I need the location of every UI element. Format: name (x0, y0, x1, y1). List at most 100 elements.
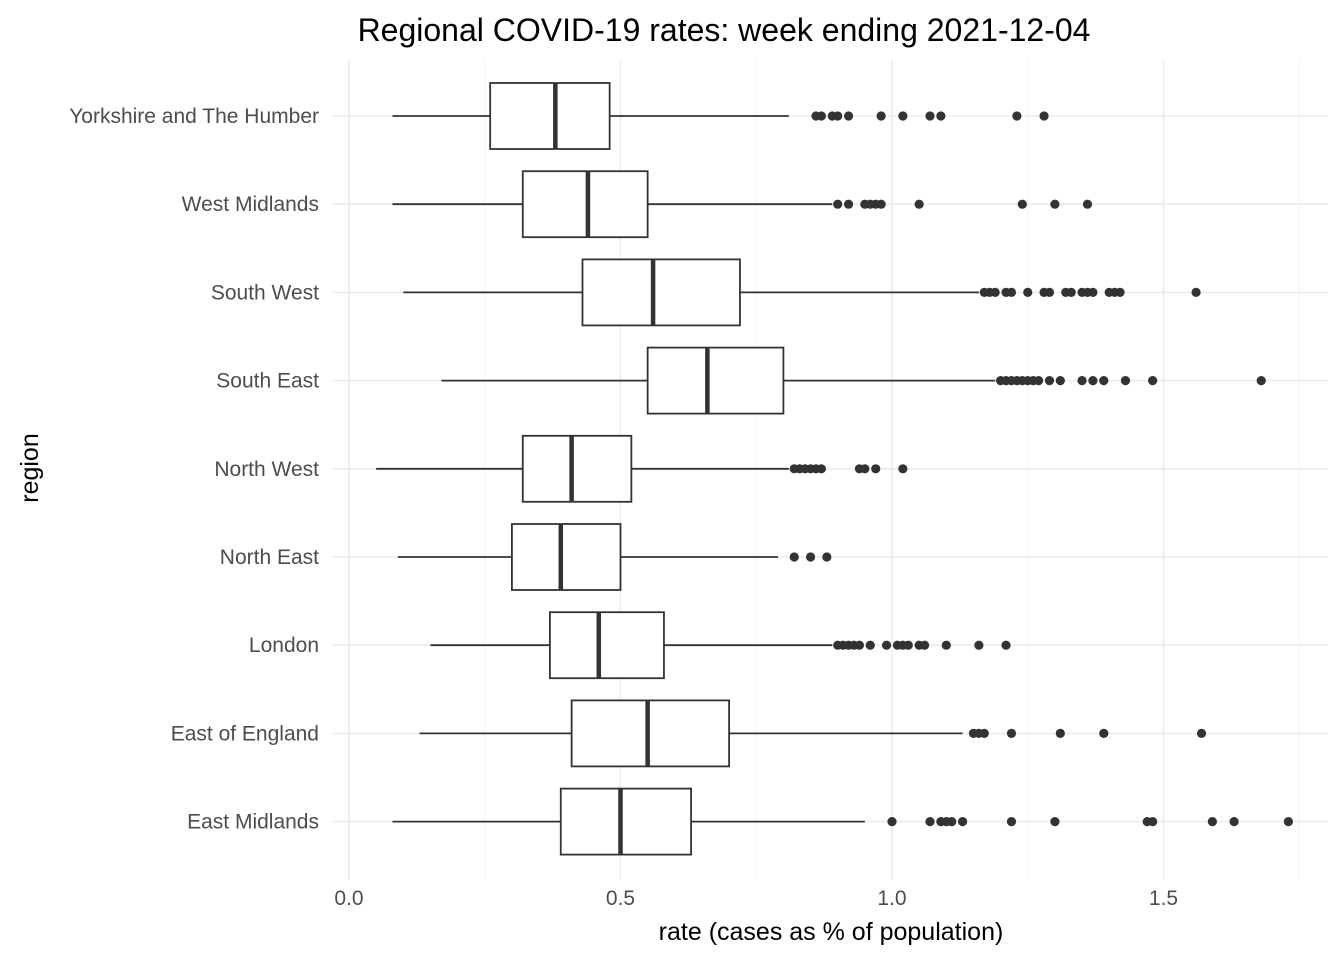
outlier-point (881, 640, 892, 650)
y-axis-title: region (16, 433, 44, 503)
y-tick-label: West Midlands (182, 193, 319, 216)
outlier-point (1120, 376, 1131, 386)
y-tick-label: London (249, 634, 319, 657)
outlier-point (925, 817, 935, 827)
outlier-point (822, 552, 832, 562)
outlier-point (1082, 199, 1093, 209)
outlier-point (876, 111, 886, 121)
chart-title: Regional COVID-19 rates: week ending 202… (358, 12, 1091, 48)
outlier-point (789, 552, 799, 562)
outlier-point (876, 199, 886, 209)
outlier-point (1023, 287, 1033, 297)
outlier-point (898, 464, 908, 474)
outlier-point (833, 199, 843, 209)
y-tick-label: South East (216, 370, 319, 393)
outlier-point (947, 817, 957, 827)
outlier-point (1207, 817, 1217, 827)
box-group (430, 611, 1011, 680)
box-group (403, 258, 1201, 327)
grid-layer (333, 60, 1328, 880)
outlier-point (1001, 640, 1011, 650)
outlier-point (1088, 287, 1098, 297)
outlier-point (1196, 728, 1207, 739)
outlier-point (1283, 817, 1293, 827)
outlier-point (1055, 728, 1065, 739)
outlier-point (833, 111, 843, 121)
outlier-point (941, 640, 951, 650)
x-tick-label: 0.0 (334, 887, 363, 910)
outlier-point (816, 111, 827, 121)
outlier-point (1077, 376, 1087, 386)
outlier-point (865, 640, 875, 650)
y-tick-label: South West (211, 281, 319, 304)
outlier-point (990, 287, 1000, 297)
outlier-point (1148, 817, 1158, 827)
x-tick-label: 1.0 (877, 887, 906, 910)
y-tick-label: East of England (171, 722, 319, 745)
outlier-point (871, 464, 881, 474)
outlier-point (1050, 199, 1060, 209)
outlier-point (925, 111, 935, 121)
outlier-point (1044, 287, 1055, 297)
outlier-point (1034, 376, 1044, 386)
outlier-point (1229, 817, 1239, 827)
box-iqr (521, 434, 633, 503)
outlier-point (854, 640, 865, 650)
outlier-point (936, 111, 946, 121)
outlier-point (1050, 817, 1060, 827)
y-tick-labels: East Midlands East of England London North … (69, 105, 319, 834)
outlier-point (914, 199, 924, 209)
box-group (441, 346, 1266, 415)
x-tick-label: 0.5 (606, 887, 635, 910)
outlier-point (1099, 728, 1109, 739)
outlier-point (1044, 376, 1055, 386)
box-iqr (581, 258, 741, 327)
outlier-point (898, 111, 908, 121)
outlier-point (1006, 728, 1017, 739)
box-group (392, 82, 1049, 150)
outlier-point (1066, 287, 1076, 297)
outlier-point (1256, 376, 1266, 386)
outlier-point (1012, 111, 1022, 121)
outlier-point (1088, 376, 1098, 386)
box-iqr (549, 611, 665, 680)
box-group (392, 787, 1293, 856)
outlier-point (860, 464, 870, 474)
y-tick-label: East Midlands (187, 811, 319, 834)
box-iqr (570, 699, 731, 768)
outlier-point (805, 552, 816, 562)
box-group (419, 699, 1207, 768)
outlier-point (903, 640, 913, 650)
box-iqr (559, 787, 692, 856)
box-group (392, 170, 1093, 239)
y-tick-label: Yorkshire and The Humber (69, 105, 319, 128)
outlier-point (974, 640, 984, 650)
box-iqr (646, 346, 785, 415)
outlier-point (843, 111, 854, 121)
outlier-point (957, 817, 968, 827)
x-tick-label: 1.5 (1149, 887, 1178, 910)
y-tick-label: North East (220, 546, 319, 569)
x-tick-labels: 0.0 0.5 1.0 1.5 (334, 887, 1178, 910)
box-iqr (510, 523, 622, 591)
box-group (376, 434, 908, 503)
box-iqr (521, 170, 649, 239)
outlier-point (979, 728, 989, 739)
x-axis-title: rate (cases as % of population) (659, 918, 1004, 946)
outlier-point (887, 817, 897, 827)
box-iqr (489, 82, 611, 150)
box-layer (376, 82, 1293, 856)
outlier-point (1099, 376, 1109, 386)
outlier-point (919, 640, 930, 650)
outlier-point (1006, 817, 1017, 827)
outlier-point (1039, 111, 1049, 121)
outlier-point (1191, 287, 1201, 297)
y-tick-label: North West (214, 458, 319, 481)
outlier-point (1006, 287, 1017, 297)
outlier-point (1115, 287, 1125, 297)
outlier-point (843, 199, 854, 209)
outlier-point (1017, 199, 1027, 209)
outlier-point (1055, 376, 1065, 386)
box-group (397, 523, 832, 591)
